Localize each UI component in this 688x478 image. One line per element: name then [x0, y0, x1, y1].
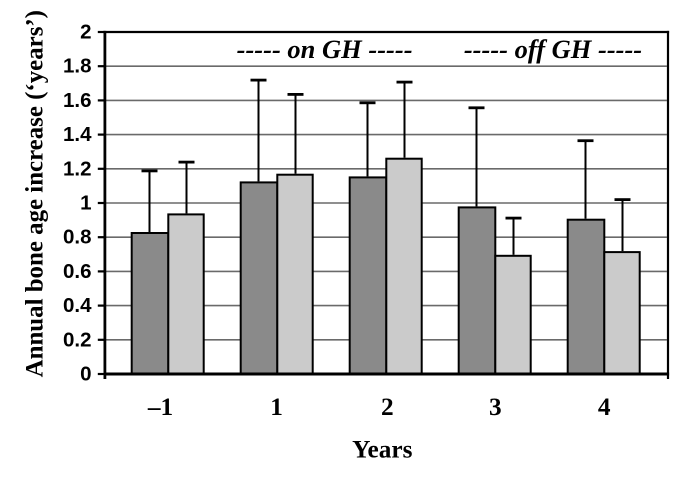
svg-text:2: 2 — [80, 21, 91, 44]
svg-text:0.8: 0.8 — [63, 226, 92, 249]
svg-text:Annual bone age increase (‘yea: Annual bone age increase (‘years’) — [22, 10, 49, 377]
svg-text:Years: Years — [352, 436, 413, 464]
svg-text:–1: –1 — [147, 393, 173, 421]
svg-text:0: 0 — [80, 363, 91, 386]
svg-text:1.6: 1.6 — [63, 89, 92, 112]
svg-text:0.2: 0.2 — [63, 328, 92, 351]
svg-text:1.2: 1.2 — [63, 157, 92, 180]
svg-text:2: 2 — [381, 393, 394, 421]
svg-text:1: 1 — [270, 393, 283, 421]
svg-text:3: 3 — [489, 393, 502, 421]
svg-text:----- on GH -----: ----- on GH ----- — [237, 34, 413, 64]
svg-text:----- off GH -----: ----- off GH ----- — [464, 34, 642, 64]
svg-text:1.8: 1.8 — [63, 55, 92, 78]
svg-text:1: 1 — [80, 192, 91, 215]
svg-text:0.6: 0.6 — [63, 260, 92, 283]
svg-text:1.4: 1.4 — [63, 123, 92, 146]
svg-text:4: 4 — [598, 393, 611, 421]
svg-text:0.4: 0.4 — [63, 294, 92, 317]
